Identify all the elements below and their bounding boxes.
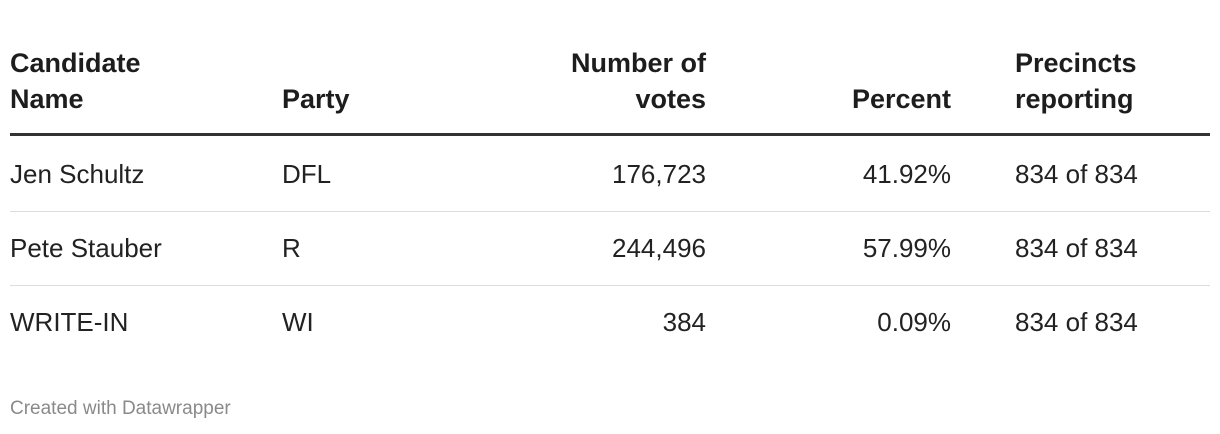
table-cell: Pete Stauber <box>10 232 162 263</box>
row-divider <box>10 211 1210 212</box>
credit: Created with Datawrapper <box>10 398 231 419</box>
table-cell: WRITE-IN <box>10 306 129 337</box>
column-header: Party <box>282 84 350 114</box>
table-cell: R <box>282 232 301 263</box>
table-cell: 384 <box>662 306 706 337</box>
column-header: Number of votes <box>571 48 706 114</box>
table-cell: 834 of 834 <box>1015 158 1138 189</box>
table-cell: 0.09% <box>877 306 951 337</box>
row-divider <box>10 285 1210 286</box>
table-cell: 57.99% <box>862 232 951 263</box>
header-rule <box>10 133 1210 136</box>
column-header: Precincts reporting <box>1015 48 1137 114</box>
table-cell: 244,496 <box>612 232 706 263</box>
table-cell: 41.92% <box>862 158 951 189</box>
table-cell: WI <box>282 306 314 337</box>
table-cell: Jen Schultz <box>10 158 145 189</box>
table-cell: 176,723 <box>612 158 706 189</box>
table-cell: 834 of 834 <box>1015 306 1138 337</box>
column-header: Percent <box>851 84 951 114</box>
table-cell: DFL <box>282 158 332 189</box>
column-header: Candidate Name <box>10 48 141 114</box>
table-cell: 834 of 834 <box>1015 232 1138 263</box>
